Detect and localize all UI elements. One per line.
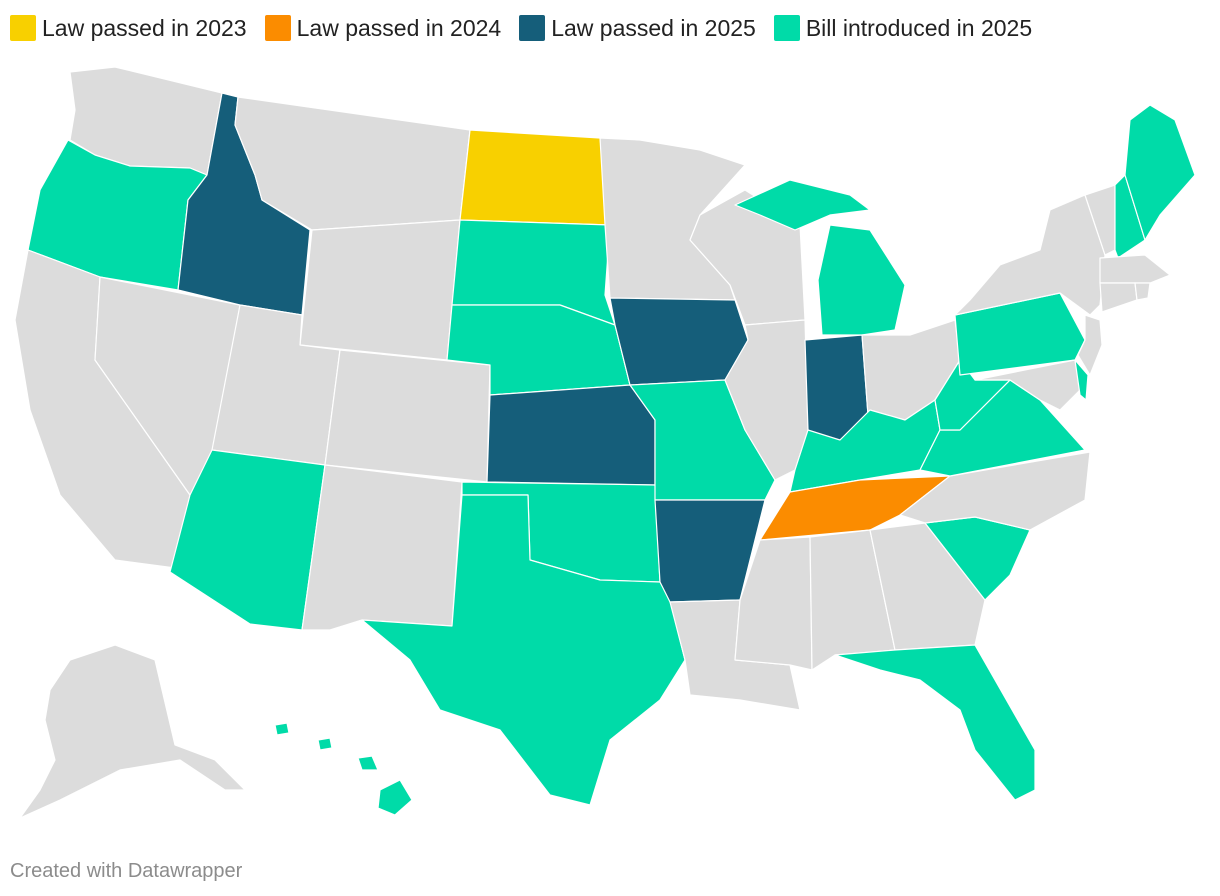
legend: Law passed in 2023 Law passed in 2024 La… (10, 12, 1032, 44)
state-new-mexico[interactable] (301, 464, 463, 631)
us-map (14, 66, 1196, 819)
state-delaware[interactable] (1074, 359, 1089, 401)
legend-item-2023: Law passed in 2023 (10, 15, 247, 42)
state-new-hampshire[interactable] (1114, 174, 1146, 259)
state-massachusetts[interactable] (1099, 254, 1171, 284)
state-hawaii-big-island[interactable] (377, 779, 413, 816)
state-hawaii-maui[interactable] (357, 755, 379, 771)
state-maine[interactable] (1124, 104, 1196, 241)
state-rhode-island[interactable] (1134, 282, 1151, 301)
legend-label-2025: Law passed in 2025 (551, 14, 756, 41)
state-michigan-upper[interactable] (734, 179, 871, 231)
state-georgia[interactable] (869, 522, 986, 651)
legend-swatch-2025 (519, 15, 546, 41)
legend-swatch-2023 (10, 15, 36, 41)
legend-item-2024: Law passed in 2024 (264, 14, 502, 42)
state-colorado[interactable] (324, 349, 491, 483)
state-north-dakota[interactable] (459, 129, 611, 226)
state-wyoming[interactable] (299, 219, 461, 361)
state-connecticut[interactable] (1099, 282, 1138, 313)
state-alaska[interactable] (19, 644, 246, 819)
legend-item-bill-2025: Bill introduced in 2025 (773, 14, 1033, 42)
credit-text: Created with Datawrapper (10, 860, 243, 882)
state-texas[interactable] (361, 494, 686, 806)
legend-label-bill-2025: Bill introduced in 2025 (805, 14, 1033, 41)
state-hawaii-kauai[interactable] (274, 722, 290, 736)
legend-swatch-2024 (264, 15, 291, 41)
state-michigan-lower[interactable] (817, 224, 906, 336)
legend-swatch-bill-2025 (773, 15, 800, 41)
state-kansas[interactable] (486, 384, 656, 486)
state-hawaii-oahu[interactable] (317, 737, 333, 751)
legend-label-2024: Law passed in 2024 (296, 14, 502, 41)
state-iowa[interactable] (609, 297, 749, 386)
state-new-york[interactable] (954, 194, 1106, 316)
state-new-jersey[interactable] (1077, 314, 1103, 376)
legend-item-2025: Law passed in 2025 (519, 15, 756, 42)
legend-label-2023: Law passed in 2023 (42, 14, 247, 41)
state-florida[interactable] (834, 644, 1036, 801)
